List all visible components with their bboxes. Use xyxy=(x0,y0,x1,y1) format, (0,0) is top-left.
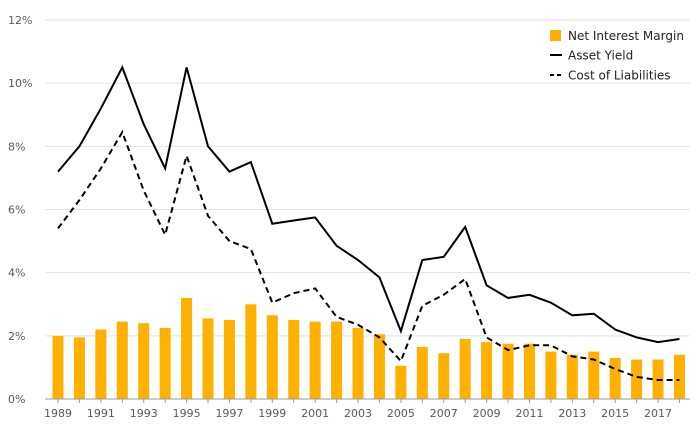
axes: 0% 2% 4% 6% 8% 10% 12% 1989 1991 1993 1995 1997 1999… xyxy=(8,14,690,420)
bar-net-interest-margin xyxy=(159,327,171,399)
bar-net-interest-margin xyxy=(52,335,64,399)
bar-net-interest-margin xyxy=(202,318,214,399)
bar-net-interest-margin xyxy=(416,346,428,399)
bar-net-interest-margin xyxy=(523,343,535,399)
x-tick-label: 2017 xyxy=(644,407,672,420)
x-tick-label: 2013 xyxy=(558,407,586,420)
x-tick-label: 1991 xyxy=(87,407,115,420)
bar-net-interest-margin xyxy=(459,338,471,399)
x-tick-label: 1999 xyxy=(258,407,286,420)
x-tick-label: 1989 xyxy=(44,407,72,420)
bar-net-interest-margin xyxy=(223,320,235,399)
bar-net-interest-margin xyxy=(545,351,557,399)
bar-net-interest-margin xyxy=(588,351,600,399)
x-tick-label: 2009 xyxy=(473,407,501,420)
bar-net-interest-margin xyxy=(331,321,343,399)
legend-label-cost-of-liabilities: Cost of Liabilities xyxy=(568,69,671,83)
bar-net-interest-margin xyxy=(309,321,321,399)
bar-net-interest-margin xyxy=(138,323,150,399)
x-tick-label: 2007 xyxy=(430,407,458,420)
bar-net-interest-margin xyxy=(288,320,300,399)
grid xyxy=(45,19,690,337)
bar-net-interest-margin xyxy=(438,353,450,399)
bar-net-interest-margin xyxy=(266,315,278,399)
x-tick-label: 1997 xyxy=(215,407,243,420)
bar-net-interest-margin xyxy=(395,365,407,399)
y-tick-label: 4% xyxy=(8,267,25,280)
y-tick-label: 12% xyxy=(8,14,32,27)
legend-swatch-net-interest-margin xyxy=(550,30,561,41)
bar-series-net-interest-margin xyxy=(52,297,685,399)
bar-net-interest-margin xyxy=(245,304,257,399)
x-tick-label: 2015 xyxy=(601,407,629,420)
y-tick-label: 8% xyxy=(8,140,25,153)
x-tick-label: 1995 xyxy=(173,407,201,420)
bar-net-interest-margin xyxy=(352,327,364,399)
y-tick-label: 10% xyxy=(8,77,32,90)
x-tick-label: 1993 xyxy=(130,407,158,420)
y-tick-label: 6% xyxy=(8,204,25,217)
bar-net-interest-margin xyxy=(631,359,643,399)
legend-label-net-interest-margin: Net Interest Margin xyxy=(568,29,684,43)
bar-net-interest-margin xyxy=(481,342,493,399)
bar-net-interest-margin xyxy=(181,297,193,399)
bar-net-interest-margin xyxy=(95,329,107,399)
x-tick-label: 2011 xyxy=(515,407,543,420)
y-tick-label: 2% xyxy=(8,330,25,343)
line-series xyxy=(57,64,680,382)
x-tick-label: 2003 xyxy=(344,407,372,420)
legend: Net Interest Margin Asset Yield Cost of … xyxy=(550,29,684,83)
bar-net-interest-margin xyxy=(373,334,385,399)
line-asset-yield xyxy=(57,64,680,344)
bar-net-interest-margin xyxy=(502,343,514,399)
bar-net-interest-margin xyxy=(116,321,128,399)
bar-net-interest-margin xyxy=(566,354,578,399)
bar-net-interest-margin xyxy=(73,337,85,399)
bar-net-interest-margin xyxy=(673,354,685,399)
legend-label-asset-yield: Asset Yield xyxy=(568,49,633,63)
x-tick-label: 2005 xyxy=(387,407,415,420)
x-tick-label: 2001 xyxy=(301,407,329,420)
y-tick-label: 0% xyxy=(8,393,25,406)
bar-net-interest-margin xyxy=(609,357,621,399)
line-cost-of-liabilities xyxy=(57,129,680,382)
